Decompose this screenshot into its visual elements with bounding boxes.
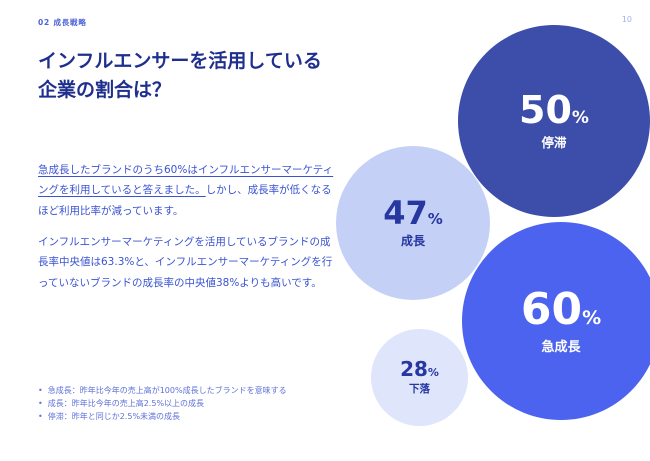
bubble-stagnant-label: 停滞 bbox=[541, 135, 567, 150]
bubble-decline: 28% 下落 bbox=[371, 329, 468, 426]
bubble-growth-label: 成長 bbox=[400, 234, 425, 248]
body-paragraph-1-underlined: 急成長したブランドのうち60%はインフルエンサーマーケティングを利用していると答… bbox=[38, 164, 334, 197]
footnote-text: 成長：昨年比今年の売上高2.5%以上の成長 bbox=[47, 399, 205, 409]
bubble-growth-value: 47% bbox=[383, 194, 443, 232]
bubble-rapid-growth: 60% 急成長 bbox=[462, 222, 650, 420]
percent-sign: % bbox=[582, 306, 602, 329]
body-paragraph-1-rest: しかし、成長率が低くなるほど利用比率が減っています。 bbox=[38, 184, 332, 217]
page-number: 10 bbox=[621, 15, 632, 24]
body-paragraph-2: インフルエンサーマーケティングを活用しているブランドの成長率中央値は63.3%と… bbox=[38, 236, 333, 289]
section-eyebrow: 02 成長戦略 bbox=[38, 18, 87, 27]
bubble-stagnant-value: 50% bbox=[519, 88, 589, 132]
bubble-decline-label: 下落 bbox=[409, 383, 430, 395]
bubble-rapid-growth-label: 急成長 bbox=[541, 339, 581, 355]
footnote-text: 停滞：昨年と同じか2.5%未満の成長 bbox=[47, 412, 181, 422]
bullet-icon: • bbox=[38, 412, 43, 422]
footnote-text: 急成長：昨年比今年の売上高が100%成長したブランドを意味する bbox=[47, 386, 287, 395]
footnote-item: • 停滞：昨年と同じか2.5%未満の成長 bbox=[38, 410, 358, 423]
bubble-rapid-growth-value: 60% bbox=[520, 283, 602, 335]
footnote-item: • 急成長：昨年比今年の売上高が100%成長したブランドを意味する bbox=[38, 384, 358, 397]
percent-sign: % bbox=[427, 366, 439, 379]
page-title-line2: 企業の割合は？ bbox=[38, 79, 172, 102]
bubble-growth: 47% 成長 bbox=[336, 146, 490, 300]
bullet-icon: • bbox=[38, 399, 43, 409]
bubble-decline-value: 28% bbox=[400, 357, 439, 381]
footnotes: • 急成長：昨年比今年の売上高が100%成長したブランドを意味する • 成長：昨… bbox=[38, 384, 358, 424]
bubble-stagnant: 50% 停滞 bbox=[458, 25, 650, 217]
page-title-line1: インフルエンサーを活用している bbox=[38, 50, 322, 72]
footnote-item: • 成長：昨年比今年の売上高2.5%以上の成長 bbox=[38, 397, 358, 410]
bullet-icon: • bbox=[38, 386, 43, 395]
percent-sign: % bbox=[427, 210, 443, 228]
body-paragraph-1: 急成長したブランドのうち60%はインフルエンサーマーケティングを利用していると答… bbox=[38, 160, 338, 221]
percent-sign: % bbox=[571, 108, 589, 128]
page-title: インフルエンサーを活用している 企業の割合は？ bbox=[38, 47, 338, 106]
